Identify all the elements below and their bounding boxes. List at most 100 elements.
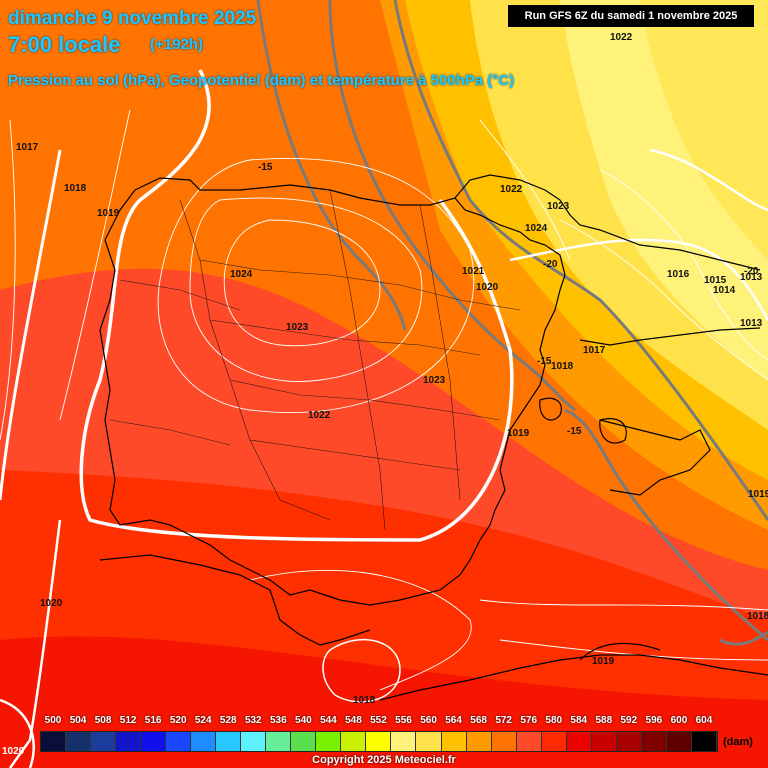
pressure-label: 1017 xyxy=(583,345,606,356)
legend-value-label: 572 xyxy=(495,715,512,726)
map-description: Pression au sol (hPa), Geopotentiel (dam… xyxy=(8,72,515,89)
legend-swatch xyxy=(341,732,367,751)
legend-swatch xyxy=(566,732,592,751)
inner-borders xyxy=(109,189,521,531)
legend-value-label: 544 xyxy=(320,715,337,726)
legend-value-label: 516 xyxy=(144,715,162,726)
legend-value-label: 536 xyxy=(269,715,287,726)
temperature-label: -15 xyxy=(567,426,582,437)
legend-swatch xyxy=(391,732,417,751)
legend-value-label: 524 xyxy=(194,715,212,726)
pressure-label: 1017 xyxy=(16,142,39,153)
legend-value-label: 596 xyxy=(645,715,663,726)
legend-value-label: 532 xyxy=(244,715,262,726)
copyright-text: Copyright 2025 Meteociel.fr xyxy=(312,754,456,766)
pressure-label: 1020 xyxy=(40,598,63,609)
legend-swatch xyxy=(241,732,267,751)
legend-swatch xyxy=(266,732,292,751)
pressure-label: 1022 xyxy=(500,184,523,195)
temperature-label: -15 xyxy=(537,356,552,367)
legend-value-label: 528 xyxy=(219,715,237,726)
pressure-label: 1016 xyxy=(667,269,690,280)
legend-value-label: 548 xyxy=(345,715,362,726)
legend-value-label: 500 xyxy=(44,715,62,726)
pressure-label: 1023 xyxy=(286,322,309,333)
legend-value-label: 580 xyxy=(545,715,563,726)
pressure-label: 1014 xyxy=(713,285,736,296)
legend-swatch xyxy=(466,732,492,751)
legend-swatch xyxy=(516,732,542,751)
forecast-time: 7:00 locale xyxy=(8,32,121,57)
pressure-label: 1018 xyxy=(551,361,574,372)
legend-value-label: 576 xyxy=(520,715,538,726)
legend-swatch xyxy=(91,732,117,751)
pressure-label: 1022 xyxy=(308,410,331,421)
temperature-label: -20 xyxy=(744,266,759,277)
legend-swatch xyxy=(541,732,567,751)
legend-value-label: 560 xyxy=(420,715,437,726)
legend-value-label: 520 xyxy=(169,715,187,726)
legend-swatch xyxy=(416,732,442,751)
legend-value-label: 588 xyxy=(595,715,613,726)
legend-swatch xyxy=(191,732,217,751)
legend-swatch xyxy=(491,732,517,751)
legend-swatch xyxy=(141,732,167,751)
legend-value-label: 604 xyxy=(695,715,713,726)
pressure-label: 1024 xyxy=(525,223,548,234)
legend-value-label: 556 xyxy=(395,715,412,726)
legend-swatch xyxy=(591,732,617,751)
forecast-date: dimanche 9 novembre 2025 xyxy=(8,8,257,29)
legend-value-label: 504 xyxy=(69,715,87,726)
legend-value-label: 584 xyxy=(570,715,588,726)
legend-swatch xyxy=(166,732,192,751)
pressure-label: 1020 xyxy=(476,282,499,293)
pressure-label: 1019 xyxy=(592,656,615,667)
legend-unit: (dam) xyxy=(723,736,753,748)
pressure-label: 1020 xyxy=(2,746,25,757)
legend-swatch xyxy=(691,732,717,751)
legend-value-label: 564 xyxy=(445,715,462,726)
isobars xyxy=(0,69,768,768)
pressure-label: 1015 xyxy=(704,275,727,286)
pressure-label: 1022 xyxy=(610,32,633,43)
map-labels: 1022 1017 1018 1019 1024 1023 1023 1022 … xyxy=(2,32,768,757)
model-run-badge: Run GFS 6Z du samedi 1 novembre 2025 xyxy=(508,5,754,27)
legend-value-label: 600 xyxy=(670,715,688,726)
legend-swatch xyxy=(616,732,642,751)
legend-swatch xyxy=(641,732,667,751)
legend-value-label: 512 xyxy=(119,715,137,726)
pressure-label: 1013 xyxy=(740,318,763,329)
pressure-label: 1013 xyxy=(740,272,763,283)
pressure-label: 1019 xyxy=(748,489,768,500)
coastlines xyxy=(99,174,768,701)
pressure-label: 1023 xyxy=(547,201,570,212)
legend-value-label: 540 xyxy=(295,715,312,726)
pressure-label: 1018 xyxy=(353,695,376,706)
temperature-label: -15 xyxy=(258,162,273,173)
legend-value-label: 568 xyxy=(470,715,487,726)
legend-value-label: 552 xyxy=(370,715,387,726)
legend-swatch xyxy=(441,732,467,751)
legend-swatch xyxy=(366,732,392,751)
legend-value-label: 508 xyxy=(94,715,112,726)
legend-swatch xyxy=(216,732,242,751)
pressure-label: 1023 xyxy=(423,375,446,386)
pressure-label: 1019 xyxy=(97,208,120,219)
legend-value-label: 592 xyxy=(620,715,638,726)
temperature-isotherms xyxy=(256,0,768,646)
temperature-label: -20 xyxy=(543,259,558,270)
legend-swatch xyxy=(291,732,317,751)
legend-swatch xyxy=(666,732,692,751)
pressure-label: 1018 xyxy=(64,183,87,194)
pressure-label: 1018 xyxy=(747,611,768,622)
pressure-label: 1019 xyxy=(507,428,530,439)
legend-labels: 500 504 508 512 516 520 524 528 532 536 540 544 548 5… xyxy=(40,715,716,729)
pressure-label: 1021 xyxy=(462,266,485,277)
legend-swatch xyxy=(66,732,92,751)
legend-swatch xyxy=(316,732,342,751)
legend-swatch xyxy=(116,732,142,751)
legend-swatch xyxy=(41,732,67,751)
